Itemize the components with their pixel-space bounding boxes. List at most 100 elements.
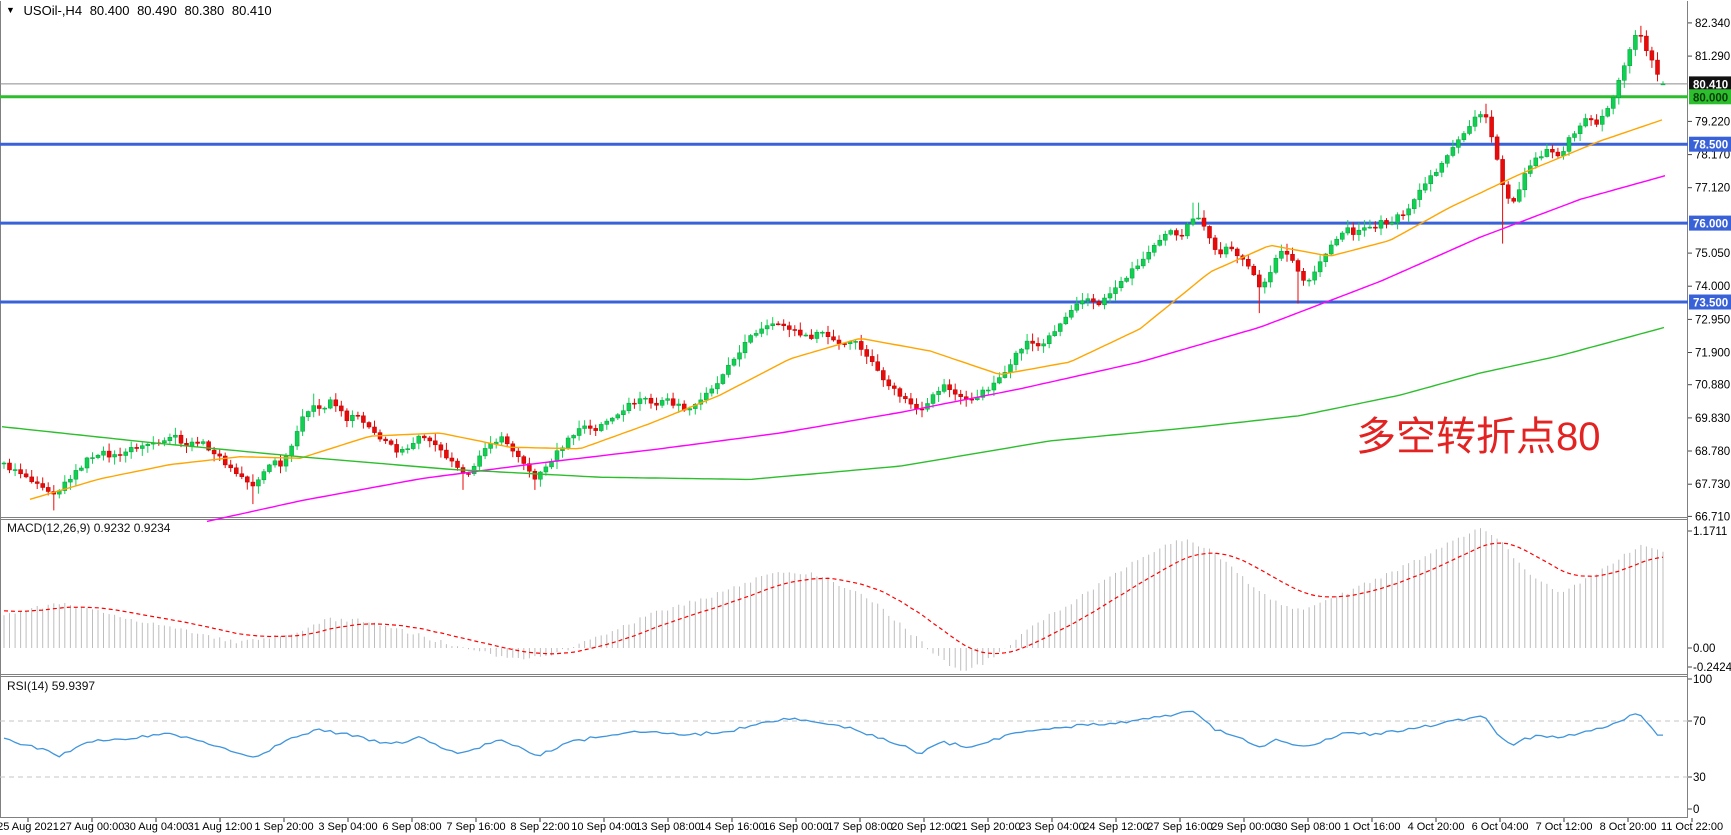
candle-body-down [1489, 116, 1494, 138]
candle-body-down [333, 399, 339, 407]
candle-body-up [1417, 189, 1422, 200]
candle-body-up [1052, 331, 1057, 336]
price-axis-label[interactable]: 69.830 [1695, 413, 1730, 425]
candle-body-up [1362, 227, 1367, 231]
candle-body-down [1351, 227, 1356, 235]
price-axis-label[interactable]: 82.340 [1695, 18, 1730, 30]
time-axis-label[interactable]: 11 Oct 22:00 [1661, 821, 1723, 833]
price-axis-label[interactable]: 70.880 [1695, 380, 1730, 392]
candle-body-up [140, 445, 145, 449]
time-axis-label[interactable]: 8 Sep 22:00 [510, 821, 569, 833]
price-axis-label[interactable]: 67.730 [1695, 479, 1730, 491]
candle-body-down [1555, 151, 1561, 157]
time-axis-label[interactable]: 31 Aug 12:00 [188, 821, 253, 833]
candle-body-up [399, 449, 405, 453]
candle-body-down [1505, 184, 1511, 199]
ma-mid-magenta[interactable] [206, 175, 1666, 523]
candle-body-down [1246, 259, 1251, 267]
time-axis-label[interactable]: 27 Sep 16:00 [1147, 821, 1212, 833]
time-axis-label[interactable]: 1 Oct 16:00 [1344, 821, 1401, 833]
candle-body-down [1655, 59, 1660, 75]
candle-body-down [278, 460, 283, 467]
time-axis-label[interactable]: 6 Oct 04:00 [1472, 821, 1529, 833]
price-axis-label[interactable]: 72.950 [1695, 314, 1730, 326]
time-axis-label[interactable]: 27 Aug 00:00 [60, 821, 125, 833]
price-axis-label[interactable]: 75.050 [1695, 248, 1730, 260]
candle-body-up [930, 394, 936, 404]
price-axis-label[interactable]: 81.290 [1695, 51, 1730, 63]
candle-body-down [532, 470, 538, 480]
time-axis-label[interactable]: 4 Oct 20:00 [1408, 821, 1465, 833]
candle-body-down [18, 469, 23, 475]
candle-body-up [1577, 125, 1583, 134]
candle-body-up [1544, 149, 1550, 157]
candle-body-down [1091, 298, 1096, 302]
candle-body-up [665, 398, 670, 401]
candle-body-up [615, 414, 621, 419]
candle-body-up [1522, 173, 1528, 191]
candle-body-up [1262, 281, 1268, 288]
candle-body-up [1317, 261, 1323, 273]
candle-body-up [1102, 297, 1107, 306]
candle-body-up [322, 407, 327, 410]
candle-body-down [388, 440, 394, 445]
candle-body-up [610, 417, 615, 422]
time-axis-label[interactable]: 10 Sep 04:00 [571, 821, 636, 833]
time-axis-label[interactable]: 21 Sep 20:00 [955, 821, 1020, 833]
candle-body-up [731, 358, 737, 366]
price-axis-label[interactable]: 74.000 [1695, 281, 1730, 293]
time-axis-label[interactable]: 30 Sep 08:00 [1275, 821, 1340, 833]
candle-body-down [383, 438, 388, 442]
time-axis-label[interactable]: 25 Aug 2021 [0, 821, 59, 833]
time-axis-label[interactable]: 16 Sep 00:00 [763, 821, 828, 833]
candle-body-up [1328, 244, 1334, 255]
price-axis-label[interactable]: 79.220 [1695, 116, 1730, 128]
time-axis-label[interactable]: 14 Sep 16:00 [699, 821, 764, 833]
price-axis-label[interactable]: 77.120 [1695, 183, 1730, 195]
time-axis-label[interactable]: 30 Aug 04:00 [124, 821, 189, 833]
price-axis-label[interactable]: 66.710 [1695, 511, 1730, 523]
candle-body-up [764, 325, 770, 330]
time-axis-label[interactable]: 6 Sep 08:00 [382, 821, 441, 833]
time-axis-label[interactable]: 8 Oct 20:00 [1600, 821, 1657, 833]
candle-body-up [1572, 133, 1577, 138]
time-axis-label[interactable]: 7 Oct 12:00 [1536, 821, 1593, 833]
candle-body-up [676, 403, 681, 406]
candle-body-up [1107, 293, 1113, 299]
candle-body-up [12, 469, 18, 471]
candle-body-up [709, 388, 715, 394]
candle-body-down [444, 449, 449, 459]
macd-indicator-label: MACD(12,26,9) 0.9232 0.9234 [7, 521, 170, 535]
price-badge-73.500 [1689, 294, 1731, 310]
time-axis-label[interactable]: 13 Sep 08:00 [635, 821, 700, 833]
candle-body-down [1284, 250, 1290, 255]
time-axis-label[interactable]: 17 Sep 08:00 [827, 821, 892, 833]
candle-body-down [654, 402, 659, 406]
time-axis-label[interactable]: 1 Sep 20:00 [254, 821, 313, 833]
candle-body-down [858, 341, 864, 350]
symbol-dropdown-icon[interactable]: ▼ [6, 5, 15, 15]
rsi-line[interactable] [3, 710, 1663, 758]
macd-signal-line[interactable] [3, 542, 1664, 655]
candle-body-down [366, 422, 372, 428]
candle-body-up [1002, 372, 1008, 378]
ma-slow-green[interactable] [1, 326, 1665, 481]
time-axis-label[interactable]: 24 Sep 12:00 [1083, 821, 1148, 833]
price-axis-label[interactable]: 78.170 [1695, 150, 1730, 162]
price-axis-label[interactable]: 68.780 [1695, 446, 1730, 458]
candle-body-down [875, 361, 880, 371]
time-axis-label[interactable]: 3 Sep 04:00 [318, 821, 377, 833]
candle-body-down [1212, 237, 1218, 250]
candle-body-down [394, 444, 399, 453]
price-axis-label[interactable]: 71.900 [1695, 348, 1730, 360]
candle-body-up [1428, 175, 1433, 185]
ma-fast-orange[interactable] [29, 119, 1663, 500]
candle-body-up [1539, 156, 1544, 159]
chart-text-annotation[interactable]: 多空转折点80 [1356, 415, 1601, 459]
time-axis-label[interactable]: 23 Sep 04:00 [1019, 821, 1084, 833]
time-axis-label[interactable]: 29 Sep 00:00 [1211, 821, 1276, 833]
candle-body-up [1312, 271, 1317, 281]
time-axis-label[interactable]: 20 Sep 12:00 [891, 821, 956, 833]
time-axis-label[interactable]: 7 Sep 16:00 [446, 821, 505, 833]
